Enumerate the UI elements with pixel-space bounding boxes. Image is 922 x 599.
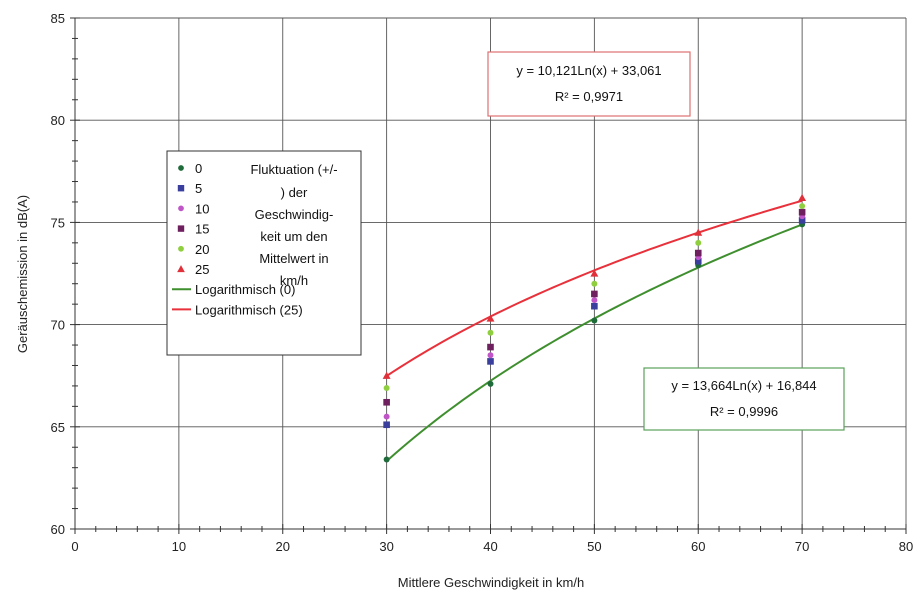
- data-point-series-15: [798, 208, 806, 216]
- legend: 0 5 10 15 20 25 Logarithmisch (0) Logarithmisch…: [166, 150, 362, 356]
- legend-title-line: km/h: [280, 273, 308, 288]
- legend-marker-0: [178, 165, 184, 171]
- legend-label-5: 5: [195, 181, 202, 196]
- data-points: [382, 193, 807, 463]
- y-tick-label: 80: [51, 113, 65, 128]
- data-point-series-20: [487, 329, 494, 336]
- data-point-series-5: [694, 257, 702, 265]
- ticks: [70, 17, 907, 534]
- data-point-series-10: [591, 297, 598, 304]
- legend-title-line: Geschwindig-: [255, 207, 334, 222]
- y-tick-label: 65: [51, 420, 65, 435]
- legend-title-line: Mittelwert in: [259, 251, 328, 266]
- x-tick-label: 60: [691, 539, 705, 554]
- legend-label-25: 25: [195, 262, 209, 277]
- legend-title: Fluktuation (+/- ) der Geschwindig- keit…: [250, 162, 337, 288]
- y-tick-label: 60: [51, 522, 65, 537]
- data-point-series-15: [487, 343, 494, 351]
- data-point-series-0: [487, 380, 494, 387]
- x-tick-label: 50: [587, 539, 601, 554]
- x-tick-label: 80: [899, 539, 913, 554]
- legend-items: 0 5 10 15 20 25 Logarithmisch (0) Logarithmisch…: [172, 161, 303, 317]
- legend-label-0: 0: [195, 161, 202, 176]
- legend-title-line: ) der: [281, 185, 308, 200]
- data-point-series-5: [798, 217, 806, 224]
- legend-border: [166, 150, 362, 356]
- data-point-series-10: [383, 413, 390, 420]
- legend-title-line: Fluktuation (+/-: [250, 162, 337, 177]
- data-point-series-25: [798, 193, 807, 202]
- equation-0-text: y = 13,664Ln(x) + 16,844: [671, 378, 816, 393]
- data-point-series-10: [487, 352, 494, 359]
- y-tick-label: 75: [51, 215, 65, 230]
- data-point-series-20: [591, 280, 598, 287]
- data-point-series-25: [694, 228, 703, 236]
- legend-label-trend-0: Logarithmisch (0): [195, 282, 295, 297]
- r2-0-text: R² = 0,9996: [710, 404, 778, 419]
- data-point-series-20: [695, 239, 702, 246]
- legend-label-trend-25: Logarithmisch (25): [195, 302, 303, 317]
- data-point-series-0: [591, 317, 598, 324]
- legend-title-line: keit um den: [260, 229, 327, 244]
- legend-marker-20: [178, 245, 184, 252]
- legend-marker-15: [177, 225, 185, 232]
- data-point-series-25: [486, 314, 495, 322]
- y-tick-label: 85: [51, 11, 65, 26]
- data-point-series-0: [383, 456, 390, 463]
- x-tick-label: 20: [276, 539, 290, 554]
- data-point-series-5: [591, 302, 598, 310]
- legend-label-20: 20: [195, 242, 209, 257]
- data-point-series-25: [382, 371, 391, 379]
- x-tick-label: 70: [795, 539, 809, 554]
- x-tick-label: 40: [483, 539, 497, 554]
- y-tick-label: 70: [51, 318, 65, 333]
- equation-25-text: y = 10,121Ln(x) + 33,061: [516, 63, 661, 78]
- data-point-series-15: [591, 290, 598, 298]
- legend-label-15: 15: [195, 222, 209, 237]
- x-tick-label: 0: [71, 539, 78, 554]
- data-point-series-25: [590, 269, 599, 277]
- legend-label-10: 10: [195, 201, 209, 216]
- legend-marker-10: [178, 205, 184, 212]
- data-point-series-20: [383, 384, 390, 391]
- x-tick-label: 10: [172, 539, 186, 554]
- data-point-series-20: [799, 203, 806, 210]
- y-axis-title: Geräuschemission in dB(A): [15, 195, 30, 353]
- equation-box-25: y = 10,121Ln(x) + 33,061 R² = 0,9971: [487, 51, 691, 117]
- equation-box-25-border: [487, 51, 691, 117]
- legend-marker-5: [177, 185, 185, 192]
- data-point-series-5: [487, 358, 494, 365]
- x-tick-label: 30: [379, 539, 393, 554]
- legend-marker-25: [177, 265, 185, 273]
- data-point-series-5: [383, 421, 390, 429]
- equation-box-0-border: [643, 367, 845, 431]
- data-point-series-15: [694, 249, 702, 257]
- equation-box-0: y = 13,664Ln(x) + 16,844 R² = 0,9996: [643, 367, 845, 431]
- data-point-series-15: [383, 398, 390, 406]
- x-axis-title: Mittlere Geschwindigkeit in km/h: [398, 575, 584, 590]
- r2-25-text: R² = 0,9971: [555, 89, 623, 104]
